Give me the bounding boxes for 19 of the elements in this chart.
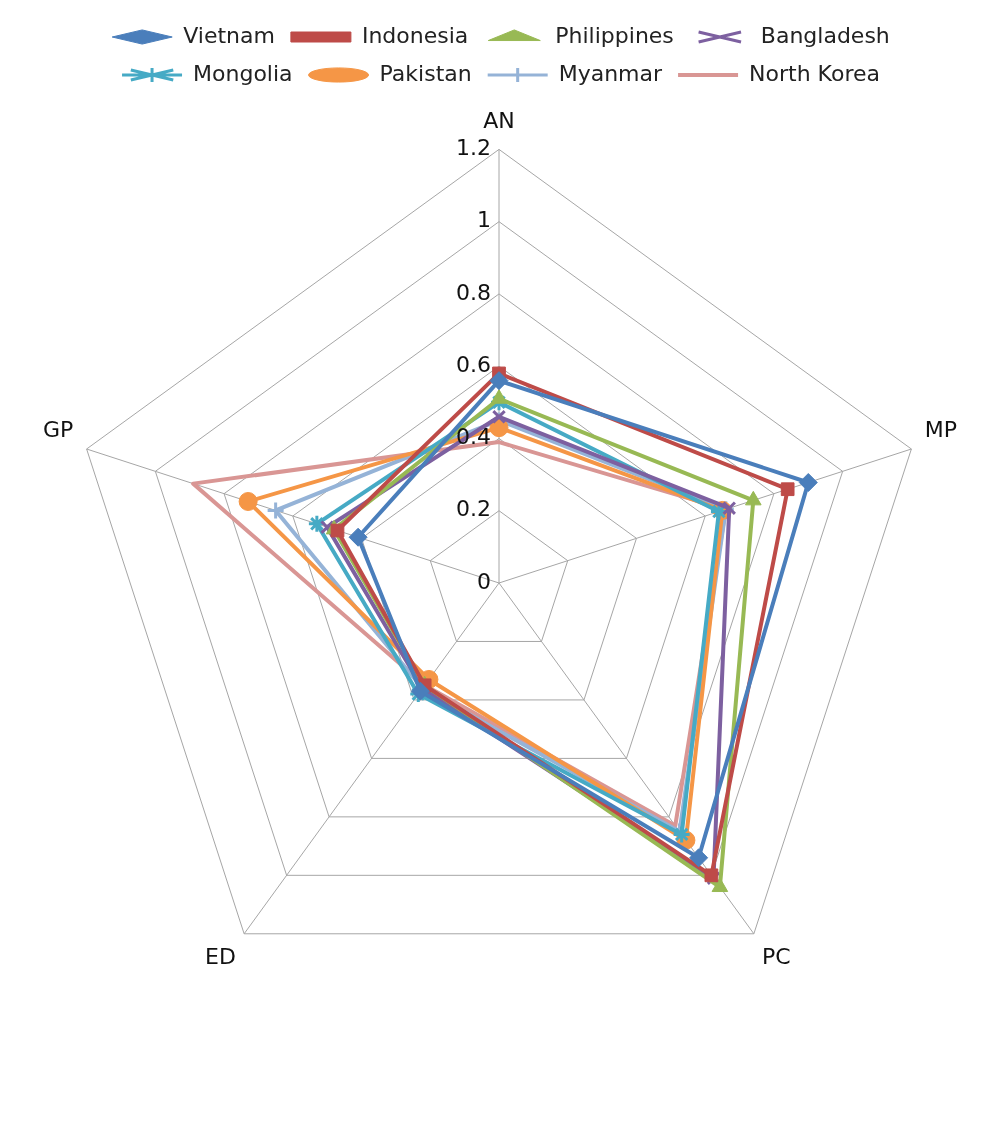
spoke-label: MP	[924, 417, 957, 443]
legend-label: Vietnam	[183, 22, 275, 48]
y-tick-label: 0.6	[456, 351, 491, 377]
spoke-label: ED	[205, 944, 236, 970]
y-tick-label: 1.2	[456, 135, 491, 161]
y-tick-label: 0.2	[456, 496, 491, 522]
legend-label: North Korea	[749, 60, 880, 86]
legend-label: Philippines	[555, 22, 674, 48]
y-tick-label: 0.8	[456, 279, 491, 305]
spoke-label: AN	[483, 107, 515, 133]
legend-label: Bangladesh	[760, 22, 890, 48]
legend-label: Pakistan	[379, 60, 472, 86]
spoke-label: GP	[42, 417, 74, 443]
legend-label: Myanmar	[558, 60, 664, 86]
y-tick-label: 1	[477, 207, 491, 233]
legend-label: Indonesia	[361, 22, 469, 48]
legend-label: Mongolia	[193, 60, 293, 86]
spoke-label: PC	[762, 944, 791, 970]
y-tick-label: 0	[477, 568, 491, 594]
